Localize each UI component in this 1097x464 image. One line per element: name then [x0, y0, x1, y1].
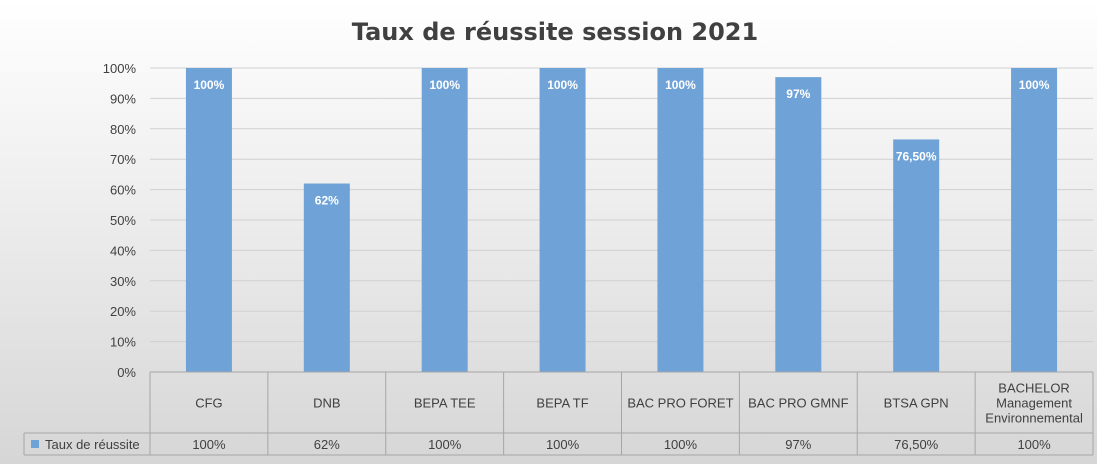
data-label: 100% [194, 78, 225, 92]
bar [185, 68, 232, 372]
table-value: 100% [546, 437, 580, 452]
data-label: 100% [665, 78, 696, 92]
x-tick-label: Environnemental [985, 411, 1083, 426]
table-value: 100% [428, 437, 462, 452]
y-tick-label: 90% [110, 91, 136, 106]
x-tick-label: CFG [195, 396, 222, 411]
y-tick-label: 100% [103, 61, 137, 76]
bar [893, 139, 940, 372]
y-tick-label: 10% [110, 335, 136, 350]
y-tick-label: 70% [110, 152, 136, 167]
y-tick-label: 50% [110, 213, 136, 228]
bar [775, 77, 822, 373]
data-label: 100% [1019, 78, 1050, 92]
gridlines [150, 67, 1093, 373]
bars [185, 68, 1058, 373]
y-tick-label: 0% [117, 365, 136, 380]
chart-title: Taux de réussite session 2021 [352, 18, 758, 46]
y-tick-label: 40% [110, 243, 136, 258]
table-value: 62% [314, 437, 340, 452]
table-value: 100% [192, 437, 226, 452]
x-tick-label: BAC PRO GMNF [748, 396, 848, 411]
data-labels: 100% 62% 100% 100% 100% 97% 76,50% 100% [194, 78, 1050, 208]
data-label: 100% [547, 78, 578, 92]
table-value: 97% [785, 437, 811, 452]
x-tick-label: Management [996, 396, 1072, 411]
x-tick-label: BAC PRO FORET [627, 396, 733, 411]
x-tick-label: BTSA GPN [884, 396, 949, 411]
data-label: 100% [429, 78, 460, 92]
x-tick-label: DNB [313, 396, 340, 411]
bar [421, 68, 468, 372]
legend-label: Taux de réussite [45, 437, 140, 452]
x-tick-label: BEPA TF [536, 396, 588, 411]
data-label: 76,50% [896, 149, 937, 163]
data-table: CFG DNB BEPA TEE BEPA TF BAC PRO FORET BAC PR… [23, 371, 1094, 456]
y-tick-label: 30% [110, 274, 136, 289]
y-axis: 0% 10% 20% 30% 40% 50% 60% 70% 80% 90% 100% [103, 61, 137, 380]
y-tick-label: 80% [110, 122, 136, 137]
x-tick-label: BEPA TEE [414, 396, 476, 411]
table-value: 76,50% [894, 437, 939, 452]
bar [1011, 68, 1058, 372]
data-label: 97% [786, 87, 810, 101]
bar [303, 183, 350, 372]
x-tick-label: BACHELOR [998, 381, 1070, 396]
bar [539, 68, 586, 372]
y-tick-label: 60% [110, 183, 136, 198]
y-tick-label: 20% [110, 304, 136, 319]
table-value: 100% [1017, 437, 1051, 452]
legend-swatch [31, 440, 39, 448]
bar [657, 68, 704, 372]
data-label: 62% [315, 194, 339, 208]
table-value: 100% [664, 437, 698, 452]
